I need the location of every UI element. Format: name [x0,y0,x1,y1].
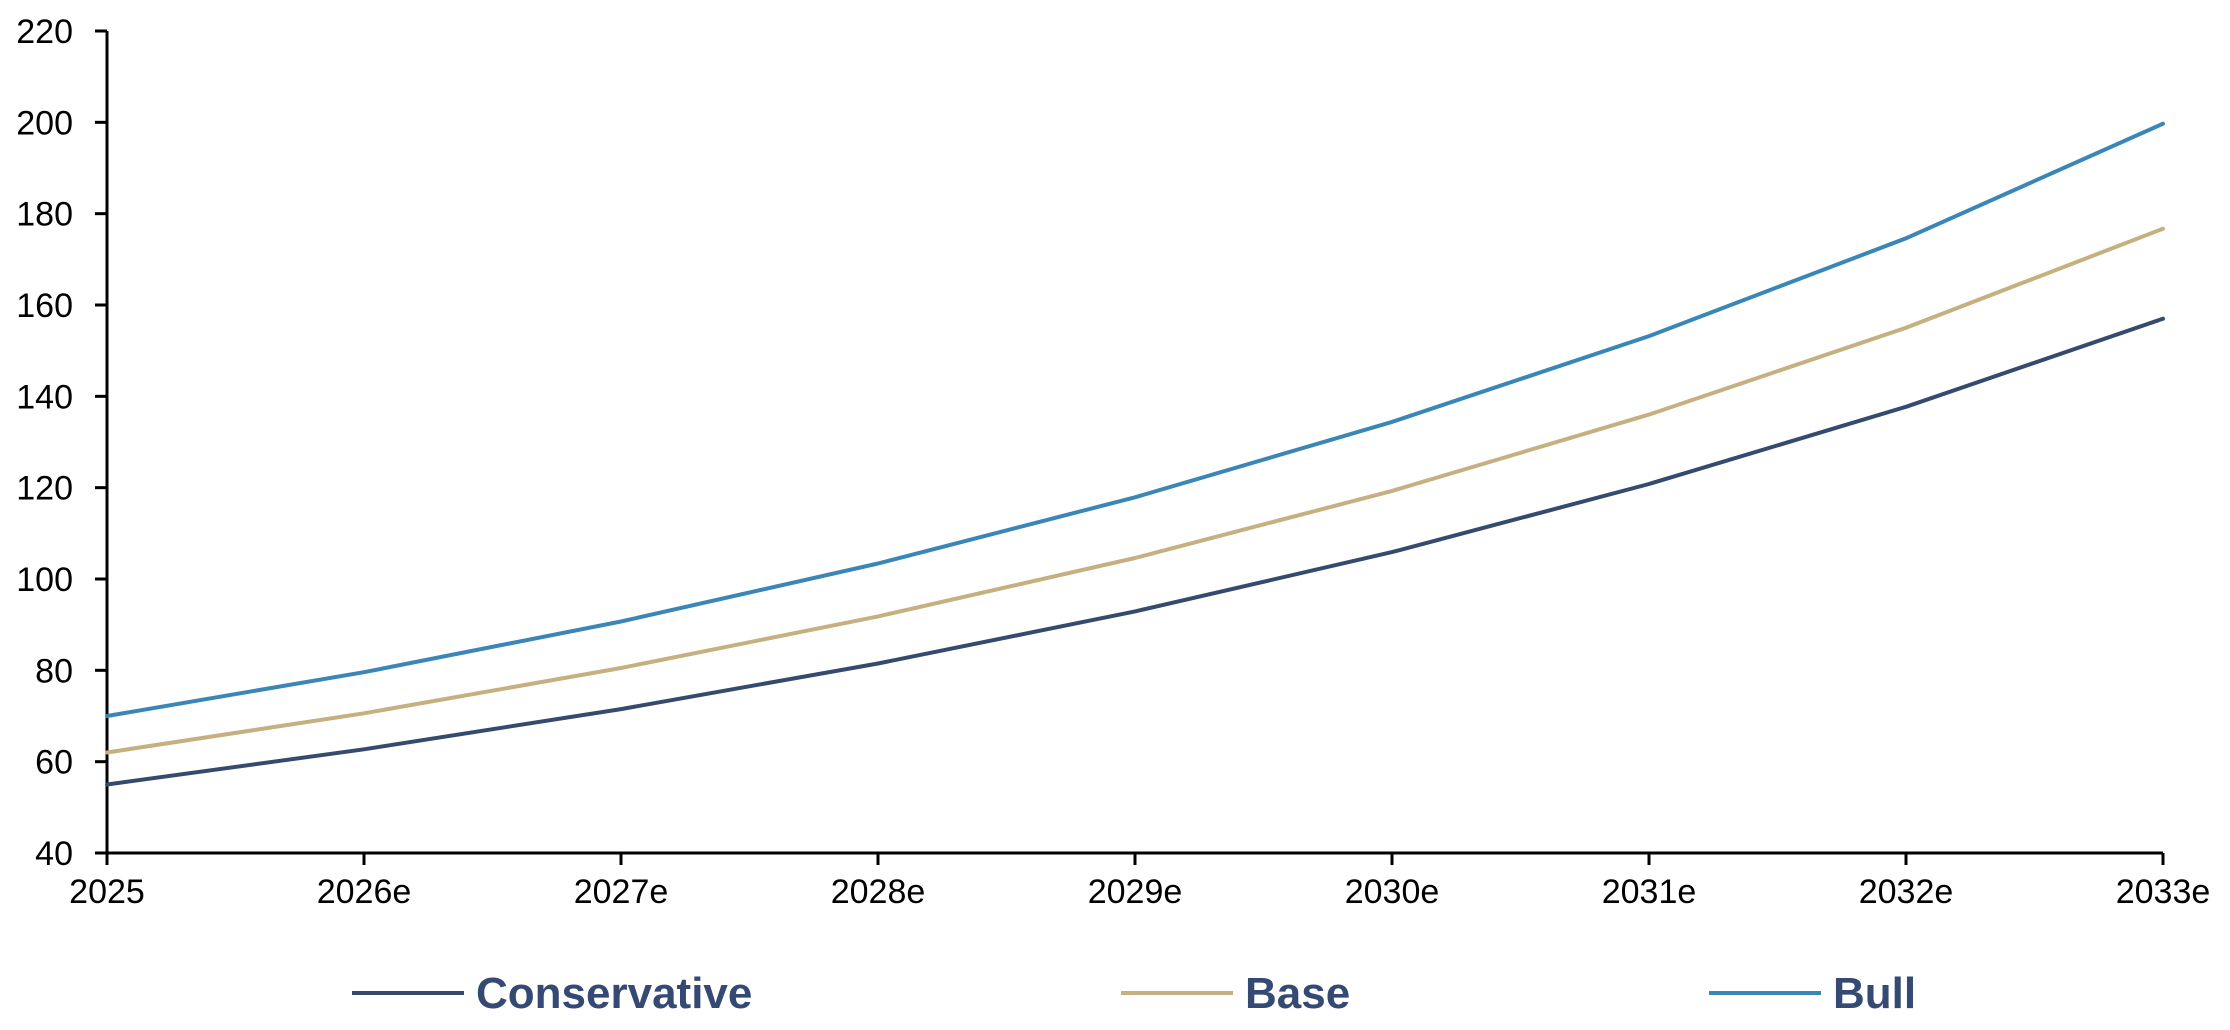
chart-legend: Conservative Base Bull [352,969,1916,1018]
x-tick-label: 2027e [574,873,669,911]
legend-label-base: Base [1245,969,1350,1018]
y-tick-label: 40 [35,835,73,873]
x-tick-label: 2031e [1602,873,1697,911]
x-tick-label: 2028e [831,873,926,911]
legend-label-bull: Bull [1833,969,1916,1018]
y-tick-label: 180 [16,196,73,234]
x-tick-label: 2030e [1345,873,1440,911]
y-tick-label: 160 [16,287,73,325]
y-tick-label: 140 [16,378,73,416]
x-tick-label: 2029e [1088,873,1183,911]
y-tick-label: 60 [35,744,73,782]
series-line-bull [105,121,2165,718]
x-tick-label: 2032e [1859,873,1954,911]
series-line-conservative [105,316,2165,787]
y-tick-label: 100 [16,561,73,599]
x-tick-label: 2025 [69,873,145,911]
chart-axes: 40 60 80 100 120 140 160 180 200 220 2025 2026e 2027… [16,13,2210,911]
x-tick-label: 2033e [2116,873,2211,911]
y-tick-label: 200 [16,104,73,142]
y-tick-label: 220 [16,13,73,51]
x-tick-label: 2026e [317,873,412,911]
series-line-base [105,226,2165,755]
y-tick-label: 120 [16,470,73,508]
chart-series [105,121,2165,787]
y-tick-label: 80 [35,652,73,690]
legend-label-conservative: Conservative [476,969,752,1018]
